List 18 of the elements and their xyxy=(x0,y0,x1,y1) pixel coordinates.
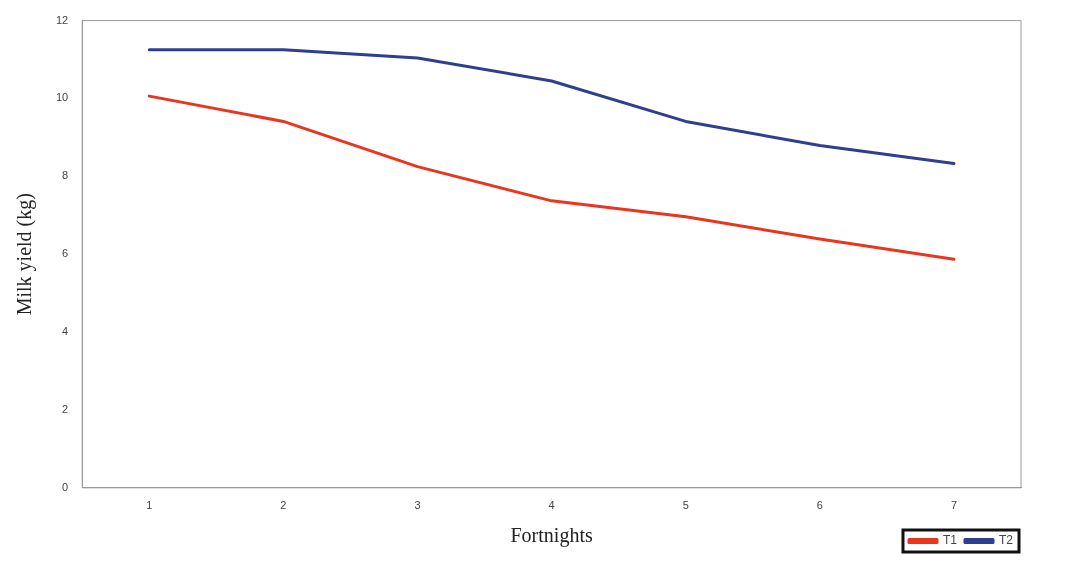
x-axis-title: Fortnights xyxy=(510,524,593,548)
legend-label: T1 xyxy=(942,533,958,548)
x-tick-label: 1 xyxy=(146,499,153,512)
x-tick-label: 5 xyxy=(682,499,689,512)
x-tick-label: 3 xyxy=(414,499,421,512)
y-tick-label: 4 xyxy=(62,325,69,338)
x-tick-label: 2 xyxy=(280,499,287,512)
x-tick-label: 7 xyxy=(950,499,958,512)
y-tick-label: 2 xyxy=(62,402,69,415)
y-tick-label: 0 xyxy=(62,480,69,493)
x-tick-label: 4 xyxy=(548,499,555,512)
y-axis-title: Milk yield (kg) xyxy=(13,193,37,316)
y-tick-label: 10 xyxy=(55,91,69,104)
y-tick-label: 6 xyxy=(62,247,69,260)
x-tick-label: 6 xyxy=(816,499,823,512)
y-tick-label: 12 xyxy=(55,13,69,26)
legend-label: T2 xyxy=(999,533,1014,548)
y-tick-label: 8 xyxy=(62,169,69,182)
